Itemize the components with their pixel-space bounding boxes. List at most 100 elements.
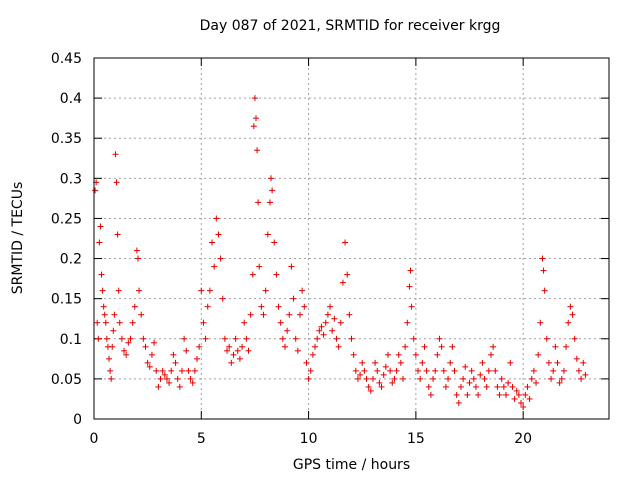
data-point <box>387 367 394 374</box>
data-point <box>98 271 105 278</box>
data-point <box>268 175 275 182</box>
data-point <box>239 343 246 350</box>
data-point <box>255 199 262 206</box>
data-point <box>408 303 415 310</box>
data-point <box>247 311 254 318</box>
data-point <box>440 367 447 374</box>
data-point <box>294 347 301 354</box>
data-point <box>550 367 557 374</box>
data-point <box>108 375 115 382</box>
data-point <box>372 359 379 366</box>
data-point <box>97 223 104 230</box>
data-point <box>407 267 414 274</box>
data-point <box>115 287 122 294</box>
data-point <box>417 375 424 382</box>
data-point <box>155 383 162 390</box>
data-point <box>185 367 192 374</box>
data-point <box>430 375 437 382</box>
data-point <box>307 367 314 374</box>
data-point <box>95 335 102 342</box>
data-point <box>419 359 426 366</box>
data-point <box>503 391 509 398</box>
data-point <box>198 287 205 294</box>
data-point <box>103 335 110 342</box>
data-point <box>241 319 248 326</box>
data-point <box>243 335 250 342</box>
data-point <box>560 367 567 374</box>
data-point <box>133 247 140 254</box>
data-point <box>526 395 533 402</box>
data-point <box>421 343 428 350</box>
data-point <box>301 303 308 310</box>
data-point <box>352 367 359 374</box>
data-point <box>277 319 284 326</box>
data-point <box>194 355 200 362</box>
x-tick-label: 0 <box>90 431 99 447</box>
data-point <box>571 335 578 342</box>
data-point <box>479 359 486 366</box>
data-point <box>470 375 477 382</box>
data-point <box>395 351 402 358</box>
data-point <box>320 331 327 338</box>
data-point <box>138 311 145 318</box>
data-point <box>369 375 376 382</box>
data-point <box>181 335 188 342</box>
data-point <box>462 363 469 370</box>
data-point <box>217 255 224 262</box>
data-point <box>266 199 273 206</box>
data-point <box>548 375 555 382</box>
data-point <box>228 359 235 366</box>
data-point <box>219 295 226 302</box>
data-point <box>118 335 125 342</box>
data-point <box>438 343 445 350</box>
y-tick-label: 0.4 <box>60 91 82 107</box>
data-points <box>92 95 589 410</box>
data-point <box>400 375 406 382</box>
data-point <box>528 375 535 382</box>
data-point <box>436 335 443 342</box>
x-axis-label: GPS time / hours <box>292 457 411 473</box>
data-point <box>279 335 286 342</box>
data-point <box>196 343 203 350</box>
data-point <box>457 383 464 390</box>
data-point <box>176 383 183 390</box>
data-point <box>393 367 400 374</box>
data-point <box>445 375 452 382</box>
data-point <box>232 335 239 342</box>
data-point <box>288 263 295 270</box>
data-point <box>464 391 471 398</box>
data-point <box>578 375 585 382</box>
data-point <box>324 311 331 318</box>
data-point <box>472 383 479 390</box>
chart-title: Day 087 of 2021, SRMTID for receiver krg… <box>199 18 501 34</box>
data-point <box>556 379 563 386</box>
data-point <box>191 367 198 374</box>
data-point <box>281 343 288 350</box>
data-point <box>434 351 441 358</box>
data-point <box>249 271 256 278</box>
data-point <box>575 367 582 374</box>
data-point <box>206 287 213 294</box>
data-point <box>485 367 492 374</box>
data-point <box>299 287 306 294</box>
data-point <box>327 303 334 310</box>
data-point <box>344 271 351 278</box>
data-point <box>202 335 209 342</box>
data-point <box>496 391 503 398</box>
data-point <box>483 383 490 390</box>
data-point <box>520 403 527 410</box>
data-point <box>297 311 303 318</box>
data-point <box>290 295 297 302</box>
data-point <box>269 187 276 194</box>
data-point <box>427 391 434 398</box>
data-point <box>142 343 149 350</box>
data-point <box>509 383 516 390</box>
data-point <box>101 311 108 318</box>
data-point <box>245 347 252 354</box>
data-point <box>161 371 168 378</box>
data-point <box>535 351 542 358</box>
data-point <box>159 367 166 374</box>
data-point <box>292 335 299 342</box>
data-point <box>96 239 103 246</box>
data-point <box>166 379 173 386</box>
